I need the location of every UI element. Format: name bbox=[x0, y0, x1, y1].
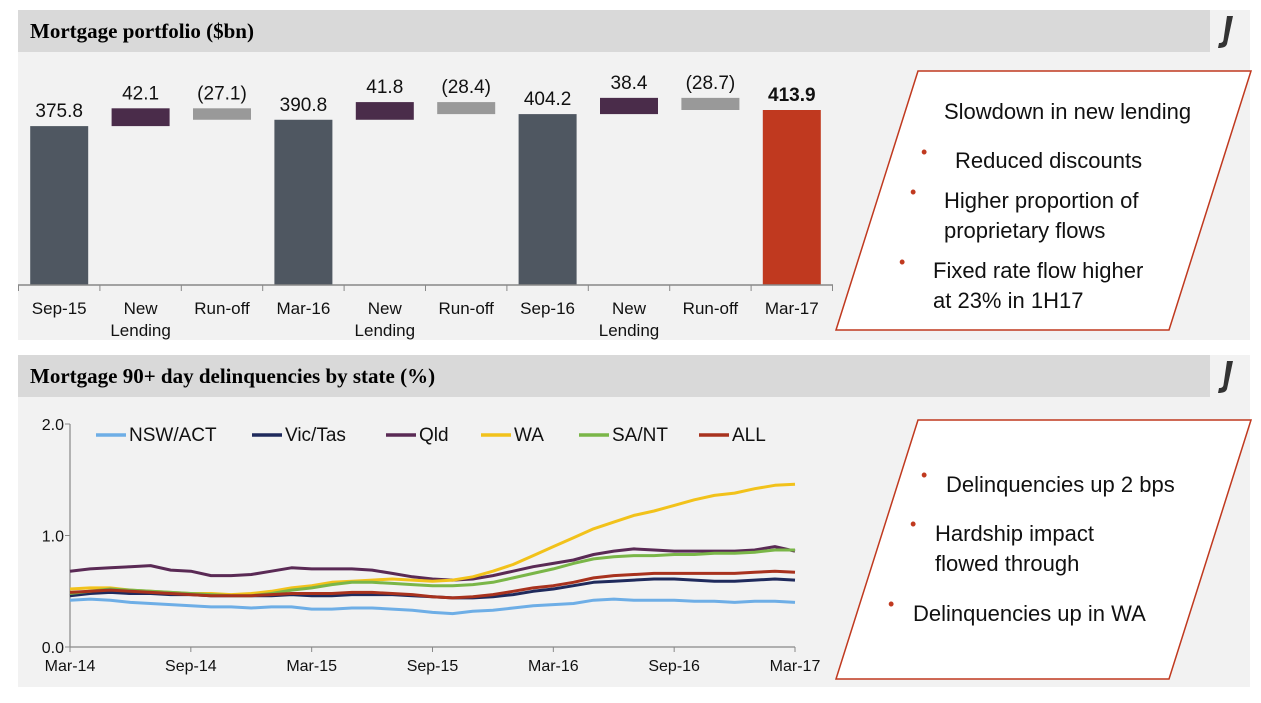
legend-item: Vic/Tas bbox=[252, 425, 346, 446]
y-tick-label: 0.0 bbox=[42, 640, 64, 657]
category-label: Sep-15 bbox=[32, 299, 87, 318]
data-label: 413.9 bbox=[768, 85, 816, 106]
x-tick-label: Mar-17 bbox=[770, 658, 821, 675]
delinquency-line-chart: 0.0 1.0 2.0 Mar-14 Sep-14 Mar-15 Sep-15 Mar-16 S… bbox=[42, 417, 821, 675]
bullet-marker: • bbox=[910, 514, 916, 534]
callout-heading: Slowdown in new lending bbox=[944, 99, 1191, 124]
panel-header: Mortgage 90+ day delinquencies by state … bbox=[18, 355, 1210, 397]
category-label: Mar-16 bbox=[276, 299, 330, 318]
callout-bullet-item: • Higher proportion of proprietary flows bbox=[910, 182, 1139, 243]
category-label: Run-off bbox=[683, 299, 739, 318]
bullet-marker: • bbox=[921, 142, 927, 162]
legend-label: WA bbox=[514, 425, 544, 446]
bullet-marker: • bbox=[888, 594, 894, 614]
y-tick-label: 1.0 bbox=[42, 529, 64, 546]
callout-bullet-item: • Fixed rate flow higher at 23% in 1H17 bbox=[899, 252, 1143, 313]
callout-bullet-item: • Delinquencies up 2 bps bbox=[921, 465, 1175, 497]
panel-title: Mortgage 90+ day delinquencies by state … bbox=[30, 364, 436, 388]
legend-label: Qld bbox=[419, 425, 449, 446]
category-label: Mar-17 bbox=[765, 299, 819, 318]
waterfall-bar bbox=[111, 108, 170, 127]
panel-title: Mortgage portfolio ($bn) bbox=[30, 19, 254, 43]
callout-bullet-line: at 23% in 1H17 bbox=[933, 288, 1083, 313]
series-line bbox=[69, 569, 796, 600]
data-label: 38.4 bbox=[611, 73, 648, 94]
category-label: Run-off bbox=[438, 299, 494, 318]
callout-bullet-line: Delinquencies up in WA bbox=[913, 601, 1146, 626]
legend-label: ALL bbox=[732, 425, 766, 446]
waterfall-bar bbox=[30, 126, 89, 285]
x-tick-label: Sep-16 bbox=[648, 658, 700, 675]
waterfall-bar bbox=[681, 97, 740, 110]
x-tick-label: Mar-15 bbox=[286, 658, 337, 675]
data-label: (28.7) bbox=[686, 73, 736, 94]
callout-bullet-line: Reduced discounts bbox=[955, 148, 1142, 173]
callout-bullet-line: Higher proportion of bbox=[944, 188, 1139, 213]
x-tick-label: Sep-14 bbox=[165, 658, 217, 675]
callout-border bbox=[834, 70, 1253, 331]
panel-header: Mortgage portfolio ($bn) bbox=[18, 10, 1210, 52]
legend-label: Vic/Tas bbox=[285, 425, 346, 446]
callout-bullet-line: Delinquencies up 2 bps bbox=[946, 472, 1175, 497]
waterfall-bar bbox=[193, 108, 251, 120]
callout-bullet-item: • Reduced discounts bbox=[921, 142, 1142, 173]
category-label: New bbox=[612, 299, 647, 318]
callout-box-bottom: • Delinquencies up 2 bps • Hardship impa… bbox=[834, 419, 1253, 680]
waterfall-bar bbox=[762, 110, 821, 285]
category-label: Lending bbox=[355, 321, 416, 340]
category-label: New bbox=[124, 299, 159, 318]
legend-item: WA bbox=[481, 425, 544, 446]
legend-label: SA/NT bbox=[612, 425, 668, 446]
x-tick-label: Sep-15 bbox=[407, 658, 459, 675]
bullet-marker: • bbox=[921, 465, 927, 485]
legend-label: NSW/ACT bbox=[129, 425, 217, 446]
series-line bbox=[69, 597, 796, 616]
callout-bullet-line: proprietary flows bbox=[944, 218, 1105, 243]
callout-bullet-line: flowed through bbox=[935, 551, 1079, 576]
category-label: Lending bbox=[599, 321, 660, 340]
data-label: 404.2 bbox=[524, 89, 572, 110]
data-label: 375.8 bbox=[35, 101, 83, 122]
bullet-marker: • bbox=[899, 252, 905, 272]
legend-item: Qld bbox=[386, 425, 449, 446]
category-label: Run-off bbox=[194, 299, 250, 318]
legend-item: NSW/ACT bbox=[96, 425, 217, 446]
brand-logo-icon bbox=[1218, 16, 1233, 48]
series-line bbox=[69, 545, 796, 582]
callout-bullet-item: • Delinquencies up in WA bbox=[888, 594, 1146, 626]
data-label: 41.8 bbox=[366, 77, 403, 98]
waterfall-bar bbox=[600, 97, 658, 115]
y-tick-label: 2.0 bbox=[42, 417, 64, 434]
x-tick-label: Mar-14 bbox=[45, 658, 96, 675]
callout-bullet-line: Fixed rate flow higher bbox=[933, 258, 1143, 283]
data-label: (27.1) bbox=[197, 83, 247, 104]
callout-bullet-item: • Hardship impact flowed through bbox=[910, 514, 1094, 576]
bullet-marker: • bbox=[910, 182, 916, 202]
category-label: Lending bbox=[110, 321, 171, 340]
waterfall-bar bbox=[437, 102, 496, 115]
legend-item: ALL bbox=[699, 425, 766, 446]
data-label: 390.8 bbox=[280, 95, 328, 116]
waterfall-chart: 375.8 Sep-15 42.1 New Lending (27.1) Run-off 39… bbox=[18, 73, 833, 340]
callout-bullet-line: Hardship impact bbox=[935, 521, 1094, 546]
brand-logo-icon bbox=[1218, 361, 1233, 393]
legend-item: SA/NT bbox=[579, 425, 668, 446]
callout-box-top: Slowdown in new lending • Reduced discou… bbox=[834, 70, 1253, 331]
data-label: (28.4) bbox=[441, 77, 491, 98]
data-label: 42.1 bbox=[122, 83, 159, 104]
mortgage-portfolio-panel: Mortgage portfolio ($bn) 375.8 Sep-15 42.1… bbox=[18, 10, 1253, 340]
waterfall-bar bbox=[518, 114, 577, 285]
category-label: New bbox=[368, 299, 403, 318]
delinquencies-panel: Mortgage 90+ day delinquencies by state … bbox=[18, 355, 1253, 687]
x-tick-label: Mar-16 bbox=[528, 658, 579, 675]
callout-border bbox=[834, 419, 1253, 680]
category-label: Sep-16 bbox=[520, 299, 575, 318]
waterfall-bar bbox=[274, 119, 333, 286]
waterfall-bar bbox=[355, 102, 414, 120]
